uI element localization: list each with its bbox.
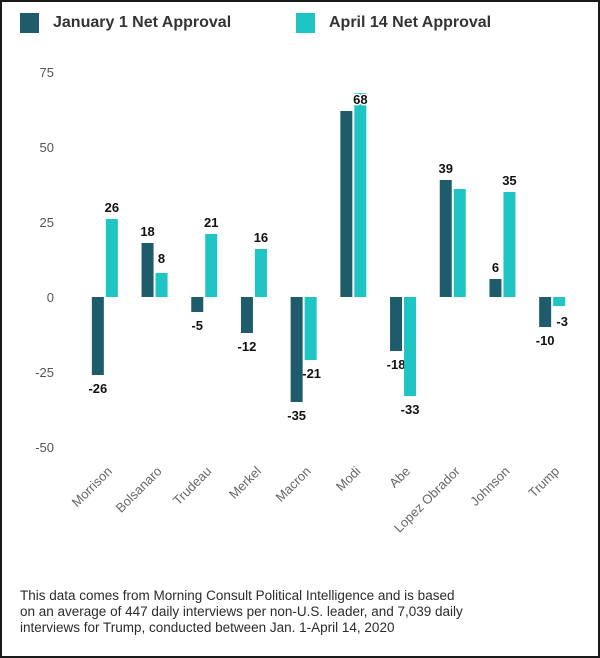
data-label-january-8: 6 [492,260,499,275]
x-tick-label: Abe [386,464,413,491]
legend-item-april: April 14 Net Approval [296,12,491,34]
x-tick-label: Modi [333,463,364,494]
data-label-april-8: 35 [502,173,516,188]
bar-january-9 [539,297,552,327]
y-tick-label: 0 [47,290,54,305]
y-tick-label: 25 [40,215,54,230]
bar-april-7 [453,189,466,297]
source-footnote: This data comes from Morning Consult Pol… [20,588,590,636]
bar-january-3 [240,297,253,333]
y-tick-label: -25 [35,365,54,380]
bar-january-2 [191,297,204,312]
data-label-january-4: -35 [287,408,306,423]
legend-item-january: January 1 Net Approval [20,12,231,34]
bar-april-0 [105,219,118,297]
bar-april-8 [503,192,516,297]
data-label-january-0: -26 [88,381,107,396]
legend-swatch-january [20,13,39,33]
bar-april-9 [553,297,566,306]
y-tick-label: 50 [40,140,54,155]
bar-january-4 [290,297,303,402]
data-label-april-5: 68 [353,92,367,107]
bar-april-6 [404,297,417,396]
bar-april-2 [205,234,218,297]
y-tick-label: -50 [35,440,54,455]
x-tick-label: Merkel [226,463,264,501]
data-label-january-3: -12 [238,339,257,354]
data-label-april-0: 26 [105,200,119,215]
data-label-april-9: -3 [556,314,568,329]
legend: January 1 Net Approval April 14 Net Appr… [2,2,598,42]
legend-swatch-april [296,13,315,33]
data-label-january-9: -10 [536,333,555,348]
footnote-line: on an average of 447 daily interviews pe… [20,604,463,619]
y-tick-label: 75 [40,65,54,80]
bar-april-4 [304,297,317,360]
bar-april-1 [155,273,168,297]
data-label-january-2: -5 [191,318,203,333]
data-label-april-3: 16 [254,230,268,245]
bar-january-1 [141,243,154,297]
x-tick-label: Bolsanaro [113,464,165,516]
bar-january-8 [489,279,502,297]
data-label-january-6: -18 [387,357,406,372]
bar-january-0 [91,297,104,375]
legend-label-january: January 1 Net Approval [53,14,232,31]
x-tick-label: Morrison [69,464,115,510]
footnote-line: This data comes from Morning Consult Pol… [20,588,455,603]
legend-label-april: April 14 Net Approval [329,14,492,31]
footnote-line: interviews for Trump, conducted between … [20,620,395,635]
data-label-april-4: -21 [302,366,321,381]
bar-january-5 [340,111,353,297]
bar-chart: 75 50 25 0 -25 -50 -26 26 Morrison 18 8 Bolsanaro -5… [35,65,568,535]
data-label-january-1: 18 [140,224,154,239]
bar-january-6 [390,297,403,351]
x-tick-label: Trump [525,464,562,501]
data-label-january-7: 39 [439,161,453,176]
x-tick-label: Trudeau [170,464,215,509]
x-tick-label: Johnson [467,464,512,509]
bar-april-3 [254,249,267,297]
data-label-april-6: -33 [401,402,420,417]
data-label-april-1: 8 [158,251,165,266]
bar-january-7 [439,180,452,297]
x-tick-label: Macron [273,464,314,505]
bar-april-5 [354,93,367,297]
data-label-april-2: 21 [204,215,218,230]
